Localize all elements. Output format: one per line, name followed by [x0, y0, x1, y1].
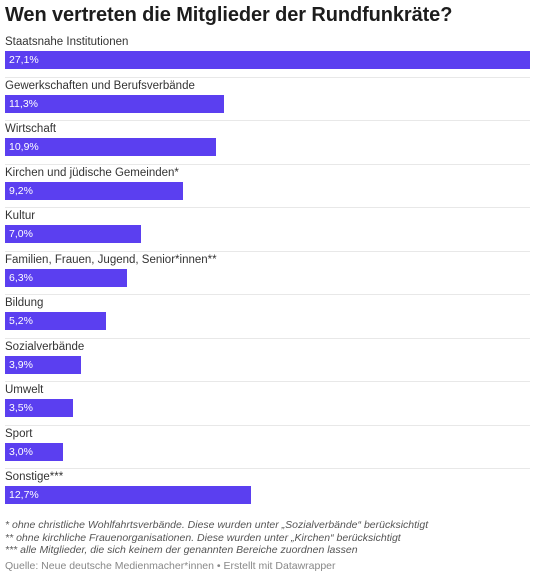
bar-value-label: 3,5% [9, 402, 33, 414]
row-divider [5, 381, 530, 382]
row-divider [5, 120, 530, 121]
bar-value-label: 11,3% [9, 97, 38, 110]
bar-row: Familien, Frauen, Jugend, Senior*innen**… [5, 250, 530, 295]
source-line: Quelle: Neue deutsche Medienmacher*innen… [5, 560, 336, 572]
row-divider [5, 250, 530, 252]
bar: 9,2% [5, 181, 183, 200]
row-divider [5, 294, 530, 295]
bar-row: Wirtschaft 10,9% [5, 120, 530, 164]
bar-row: Sonstige*** 12,7% [5, 468, 530, 512]
category-label: Staatsnahe Institutionen [5, 36, 129, 48]
bar: 12,7% [5, 486, 251, 504]
footnote: * ohne christliche Wohlfahrtsverbände. D… [5, 519, 429, 531]
bar-row: Staatsnahe Institutionen 27,1% [5, 33, 530, 77]
row-divider [5, 207, 530, 208]
row-divider [5, 424, 530, 426]
row-divider [5, 76, 530, 78]
category-label: Familien, Frauen, Jugend, Senior*innen** [5, 253, 217, 266]
category-label: Kirchen und jüdische Gemeinden* [5, 166, 179, 179]
row-divider [5, 468, 530, 469]
bar-value-label: 9,2% [9, 184, 33, 197]
bar-row: Sozialverbände 3,9% [5, 337, 530, 382]
row-divider [5, 337, 530, 339]
bar: 5,2% [5, 312, 106, 330]
bar-value-label: 12,7% [9, 489, 39, 501]
bar-value-label: 3,9% [9, 358, 33, 371]
row-divider [5, 163, 530, 165]
bar-row: Kultur 7,0% [5, 207, 530, 251]
bar-row: Umwelt 3,5% [5, 381, 530, 425]
bar-value-label: 3,0% [9, 445, 33, 458]
bar: 3,5% [5, 399, 73, 417]
bar: 7,0% [5, 225, 141, 243]
bar-value-label: 10,9% [9, 141, 39, 153]
category-label: Gewerkschaften und Berufsverbände [5, 79, 195, 92]
bar: 10,9% [5, 138, 216, 156]
footnote: ** ohne kirchliche Frauenorganisationen.… [5, 531, 401, 544]
footnote: *** alle Mitglieder, die sich keinem der… [5, 544, 358, 556]
bar-value-label: 5,2% [9, 315, 33, 327]
bar-value-label: 6,3% [9, 271, 33, 284]
category-label: Umwelt [5, 384, 44, 396]
category-label: Kultur [5, 210, 36, 222]
bar-row: Kirchen und jüdische Gemeinden* 9,2% [5, 163, 530, 208]
category-label: Sonstige*** [5, 471, 64, 483]
bar: 3,0% [5, 442, 63, 461]
category-label: Bildung [5, 297, 44, 309]
footnotes: * ohne christliche Wohlfahrtsverbände. D… [5, 519, 428, 557]
bar: 3,9% [5, 355, 81, 374]
bar: 6,3% [5, 268, 127, 287]
bar-value-label: 27,1% [9, 54, 39, 66]
bar-row: Bildung 5,2% [5, 294, 530, 338]
bar-value-label: 7,0% [9, 228, 33, 240]
category-label: Sport [5, 427, 33, 440]
bar: 11,3% [5, 94, 224, 113]
bar-chart: Staatsnahe Institutionen 27,1% Gewerkschaf… [5, 33, 530, 512]
bar: 27,1% [5, 51, 530, 69]
chart-title: Wen vertreten die Mitglieder der Rundfun… [5, 4, 453, 26]
bar-row: Gewerkschaften und Berufsverbände 11,3% [5, 76, 530, 121]
bar-row: Sport 3,0% [5, 424, 530, 469]
category-label: Wirtschaft [5, 123, 57, 135]
category-label: Sozialverbände [5, 340, 85, 353]
